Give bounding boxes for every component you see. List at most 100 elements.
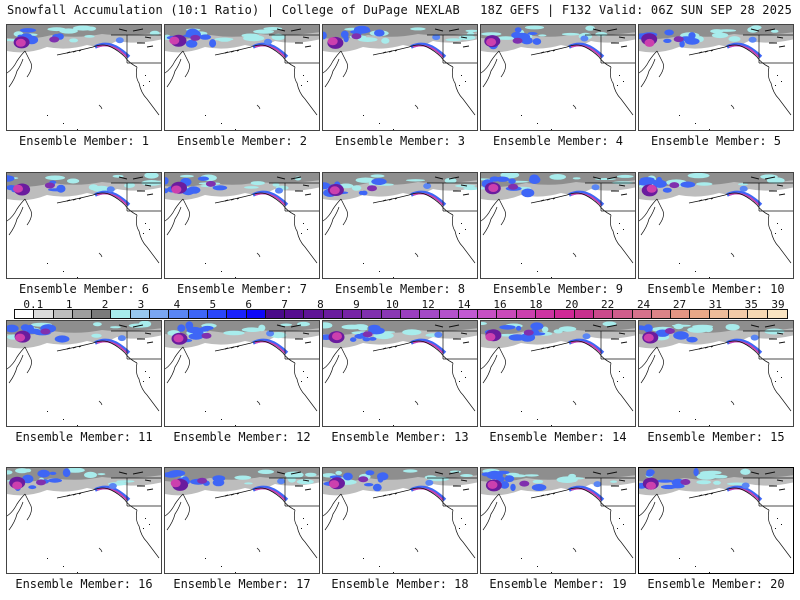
ensemble-member-label: Ensemble Member: 14	[489, 430, 627, 444]
colorbar-swatch	[111, 310, 131, 318]
colorbar-tick-label: 7	[281, 298, 288, 311]
ensemble-member-label: Ensemble Member: 6	[18, 282, 150, 296]
colorbar-swatch	[767, 310, 787, 318]
ensemble-member-label: Ensemble Member: 1	[18, 134, 150, 148]
ensemble-member-label: Ensemble Member: 7	[176, 282, 308, 296]
model-run-valid-time: 18Z GEFS | F132 Valid: 06Z SUN SEP 28 20…	[480, 3, 792, 17]
colorbar-tick-label: 3	[137, 298, 145, 311]
colorbar-swatch	[709, 310, 729, 318]
ensemble-map-panel-4	[480, 24, 636, 131]
ensemble-member-label: Ensemble Member: 20	[647, 577, 785, 591]
colorbar-swatch	[227, 310, 247, 318]
colorbar-tick-label: 35	[744, 298, 758, 311]
colorbar-swatch	[651, 310, 672, 318]
colorbar-swatch	[458, 310, 479, 318]
colorbar-tick-label: 2	[101, 298, 109, 311]
ensemble-member-label: Ensemble Member: 18	[331, 577, 469, 591]
ensemble-map-panel-9	[480, 172, 636, 279]
colorbar-swatch	[188, 310, 208, 318]
map-title: Snowfall Accumulation (10:1 Ratio) | Col…	[7, 3, 460, 17]
ensemble-member-label: Ensemble Member: 15	[647, 430, 785, 444]
colorbar-swatch	[400, 310, 421, 318]
colorbar-swatch	[555, 310, 575, 318]
colorbar-swatch	[478, 310, 498, 318]
colorbar-tick-label: 31	[708, 298, 722, 311]
ensemble-member-label: Ensemble Member: 2	[176, 134, 308, 148]
colorbar-swatch	[304, 310, 324, 318]
colorbar-swatch	[497, 310, 517, 318]
colorbar-swatch	[748, 310, 768, 318]
colorbar-swatch	[343, 310, 363, 318]
colorbar-swatch	[420, 310, 440, 318]
colorbar-swatch	[362, 310, 382, 318]
colorbar-tick-label: 24	[636, 298, 651, 311]
colorbar-swatch	[15, 310, 35, 318]
colorbar-swatch	[130, 310, 151, 318]
ensemble-member-label: Ensemble Member: 13	[331, 430, 469, 444]
ensemble-map-panel-8	[322, 172, 478, 279]
colorbar-tick-label: 9	[353, 298, 360, 311]
snowfall-colorbar-legend: 0.1 1 2 3 4 5 6 7 8 9 10 12 14 16 18 20 22 24 27 31 35 39	[14, 298, 788, 320]
colorbar-swatch	[169, 310, 189, 318]
colorbar-swatch	[536, 310, 556, 318]
ensemble-map-panel-5	[638, 24, 794, 131]
colorbar-swatch	[246, 310, 266, 318]
colorbar-swatch	[92, 310, 112, 318]
ensemble-map-panel-10	[638, 172, 794, 279]
colorbar-swatch	[439, 310, 459, 318]
colorbar-tick-label: 5	[209, 298, 217, 311]
colorbar-swatch	[690, 310, 710, 318]
colorbar-tick-label: 0.1	[23, 298, 44, 311]
ensemble-map-panel-20	[638, 467, 794, 574]
colorbar-swatches	[14, 309, 788, 319]
colorbar-swatch	[632, 310, 652, 318]
colorbar-tick-label: 16	[493, 298, 507, 311]
ensemble-member-label: Ensemble Member: 16	[15, 577, 153, 591]
colorbar-tick-label: 14	[457, 298, 471, 311]
ensemble-member-label: Ensemble Member: 4	[492, 134, 624, 148]
colorbar-tick-label: 20	[565, 298, 579, 311]
ensemble-member-label: Ensemble Member: 12	[173, 430, 311, 444]
colorbar-tick-label: 18	[529, 298, 543, 311]
colorbar-swatch	[323, 310, 344, 318]
colorbar-swatch	[728, 310, 749, 318]
colorbar-swatch	[285, 310, 305, 318]
colorbar-tick-label: 12	[421, 298, 435, 311]
ensemble-map-panel-2	[164, 24, 320, 131]
ensemble-map-panel-7	[164, 172, 320, 279]
colorbar-tick-label: 27	[672, 298, 687, 311]
colorbar-swatch	[516, 310, 537, 318]
colorbar-tick-label: 22	[601, 298, 615, 311]
ensemble-map-panel-1	[6, 24, 162, 131]
ensemble-map-panel-6	[6, 172, 162, 279]
colorbar-swatch	[574, 310, 594, 318]
colorbar-swatch	[381, 310, 401, 318]
colorbar-tick-label: 39	[771, 298, 785, 311]
colorbar-swatch	[613, 310, 633, 318]
ensemble-map-panel-17	[164, 467, 320, 574]
colorbar-swatch	[72, 310, 93, 318]
ensemble-member-label: Ensemble Member: 17	[173, 577, 311, 591]
colorbar-swatch	[593, 310, 614, 318]
ensemble-map-panel-18	[322, 467, 478, 574]
colorbar-swatch	[150, 310, 170, 318]
ensemble-map-panel-16	[6, 467, 162, 574]
colorbar-swatch	[207, 310, 228, 318]
ensemble-member-label: Ensemble Member: 8	[334, 282, 466, 296]
colorbar-swatch	[265, 310, 286, 318]
colorbar-tick-label: 10	[385, 298, 399, 311]
ensemble-member-label: Ensemble Member: 5	[650, 134, 782, 148]
ensemble-member-label: Ensemble Member: 9	[492, 282, 624, 296]
colorbar-tick-label: 4	[173, 298, 181, 311]
ensemble-member-label: Ensemble Member: 11	[15, 430, 153, 444]
ensemble-member-label: Ensemble Member: 3	[334, 134, 466, 148]
ensemble-map-panel-3	[322, 24, 478, 131]
colorbar-tick-label: 8	[317, 298, 324, 311]
colorbar-tick-label: 1	[65, 298, 73, 311]
ensemble-map-panel-11	[6, 320, 162, 427]
colorbar-swatch	[671, 310, 691, 318]
ensemble-map-panel-12	[164, 320, 320, 427]
colorbar-tick-label: 6	[245, 298, 252, 311]
ensemble-map-panel-19	[480, 467, 636, 574]
ensemble-map-panel-14	[480, 320, 636, 427]
